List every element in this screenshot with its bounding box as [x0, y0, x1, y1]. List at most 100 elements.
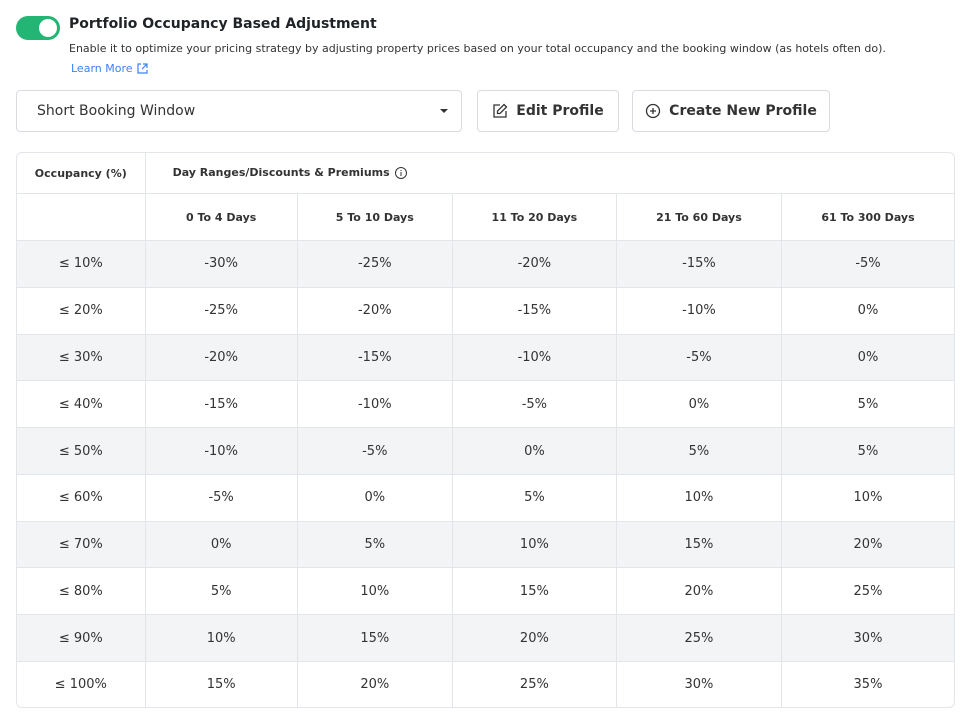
adjustment-cell: -10% [452, 334, 617, 382]
adjustment-cell: 5% [616, 427, 782, 475]
adjustment-cell: 10% [452, 521, 617, 569]
data-row: ≤ 20% -25% -20% -15% -10% 0% [17, 287, 954, 335]
occupancy-table: Occupancy (%) Day Ranges/Discounts & Prem… [17, 153, 954, 707]
adjustment-cell: 35% [853, 677, 883, 693]
adjustment-cell: 5% [452, 474, 617, 522]
adjustment-cell: -20% [145, 334, 298, 382]
create-profile-label: Create New Profile [669, 103, 817, 119]
adjustment-cell: -15% [452, 287, 617, 335]
data-row: ≤ 10% -30% -25% -20% -15% -5% [17, 240, 954, 288]
adjustment-cell: 0% [145, 521, 298, 569]
adjustment-cell: 5% [297, 521, 453, 569]
adjustment-cell: -25% [145, 287, 298, 335]
occupancy-cell: ≤ 100% [17, 661, 146, 707]
adjustment-cell: -5% [297, 427, 453, 475]
edit-profile-label: Edit Profile [516, 103, 604, 119]
table-container: Occupancy (%) Day Ranges/Discounts & Prem… [16, 152, 955, 708]
occupancy-cell: ≤ 40% [17, 380, 146, 429]
adjustment-cell: -20% [452, 240, 617, 288]
create-profile-button[interactable]: Create New Profile [632, 90, 830, 132]
data-row: ≤ 60% -5% 0% 5% 10% 10% [17, 474, 954, 522]
adjustment-cell: 25% [781, 567, 954, 616]
adjustment-cell: 0% [781, 287, 954, 335]
adjustment-cell: 15% [297, 614, 453, 663]
adjustment-cell: -15% [145, 380, 298, 429]
adjustment-cell: 25% [452, 661, 617, 707]
column-header: 11 To 20 Days [452, 193, 617, 241]
adjustment-cell: -10% [145, 427, 298, 475]
occupancy-cell: ≤ 90% [17, 614, 146, 663]
toggle[interactable] [16, 16, 60, 40]
dropdown-arrow [440, 109, 448, 113]
column-header: 21 To 60 Days [616, 193, 782, 241]
adjustment-cell: -20% [297, 287, 453, 335]
adjustment-cell: 5% [145, 567, 298, 616]
profile-select[interactable]: Short Booking Window [16, 90, 462, 132]
occupancy-cell: ≤ 50% [17, 427, 146, 475]
adjustment-cell: 0% [781, 334, 954, 382]
adjustment-cell: 20% [616, 567, 782, 616]
adjustment-cell: 30% [781, 614, 954, 663]
adjustment-cell: 10% [297, 567, 453, 616]
adjustment-cell: 15% [616, 521, 782, 569]
adjustment-cell: -5% [616, 334, 782, 382]
title: Portfolio Occupancy Based Adjustment [69, 16, 377, 32]
column-header: 61 To 300 Days [781, 193, 954, 241]
adjustment-cell: 0% [452, 427, 617, 475]
adjustment-cell: 20% [781, 521, 954, 569]
data-row: ≤ 40% -15% -10% -5% 0% 5% [17, 380, 954, 429]
adjustment-cell: 20% [297, 661, 453, 707]
learn-more-link[interactable]: Learn More [71, 62, 148, 75]
external-icon [136, 63, 148, 74]
group-header-cell: Day Ranges/Discounts & Premiums [145, 153, 954, 194]
adjustment-cell: 10% [616, 474, 782, 522]
empty-header [17, 193, 146, 241]
adjustment-cell: -5% [781, 240, 954, 288]
occupancy-cell: ≤ 60% [17, 474, 146, 522]
plus-icon [646, 103, 661, 119]
adjustment-cell: 10% [781, 474, 954, 522]
adjustment-cell: 10% [145, 614, 298, 663]
occupancy-cell: ≤ 20% [17, 287, 146, 335]
adjustment-cell: -5% [452, 380, 617, 429]
edit-profile-button[interactable]: Edit Profile [477, 90, 619, 132]
data-row: ≤ 100% 15% 20% 25% 30% 35% [17, 661, 954, 707]
columns-row: 0 To 4 Days 5 To 10 Days 11 To 20 Days 21 T… [17, 193, 954, 241]
occupancy-cell: ≤ 70% [17, 521, 146, 569]
info-icon[interactable] [394, 166, 408, 180]
adjustment-cell: 25% [616, 614, 782, 663]
data-row: ≤ 50% -10% -5% 0% 5% 5% [17, 427, 954, 475]
adjustment-cell: -15% [297, 334, 453, 382]
adjustment-cell: 20% [452, 614, 617, 663]
adjustment-cell: -30% [145, 240, 298, 288]
adjustment-cell: 0% [297, 474, 453, 522]
data-row: ≤ 80% 5% 10% 15% 20% 25% [17, 567, 954, 616]
occupancy-header: Occupancy (%) [17, 153, 146, 194]
header-row: Occupancy (%) Day Ranges/Discounts & Prem… [17, 153, 954, 194]
adjustment-cell: 5% [781, 380, 954, 429]
adjustment-cell: 30% [616, 661, 782, 707]
data-row: ≤ 90% 10% 15% 20% 25% 30% [17, 614, 954, 663]
occupancy-cell: ≤ 30% [17, 334, 146, 382]
data-row: ≤ 70% 0% 5% 10% 15% 20% [17, 521, 954, 569]
adjustment-cell: 0% [616, 380, 782, 429]
occupancy-cell: ≤ 10% [17, 240, 146, 288]
adjustment-cell: 15% [145, 661, 298, 707]
column-header: 0 To 4 Days [145, 193, 298, 241]
adjustment-cell: 5% [781, 427, 954, 475]
description: Enable it to optimize your pricing strat… [69, 42, 886, 55]
adjustment-cell: -10% [297, 380, 453, 429]
adjustment-cell: -15% [616, 240, 782, 288]
data-row: ≤ 30% -20% -15% -10% -5% 0% [17, 334, 954, 382]
column-header: 5 To 10 Days [297, 193, 453, 241]
toggle-knob [39, 19, 57, 37]
occupancy-cell: ≤ 80% [17, 567, 146, 616]
adjustment-cell: -25% [297, 240, 453, 288]
group-header: Day Ranges/Discounts & Premiums [172, 166, 390, 179]
select-value: Short Booking Window [37, 103, 196, 119]
adjustment-cell: -5% [145, 474, 298, 522]
adjustment-cell: -10% [616, 287, 782, 335]
adjustment-cell: 15% [452, 567, 617, 616]
edit-icon [493, 103, 508, 118]
